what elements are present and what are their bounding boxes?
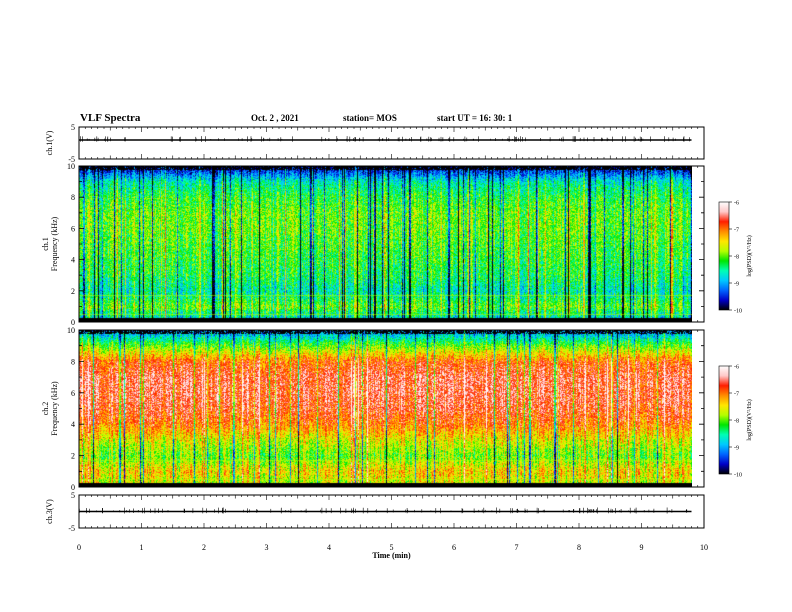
waveform-lines — [78, 136, 692, 514]
ch2-spectrogram-image — [79, 330, 692, 487]
x-tick-label: 4 — [327, 543, 331, 552]
ch1-spectrogram-ytick-label: 0 — [71, 318, 75, 327]
ch1-spectrogram-ytick-label: 10 — [67, 162, 75, 171]
ch1-spectrogram-colorbar-tick: -10 — [734, 309, 742, 315]
ch2-spectrogram-colorbar-tick: -7 — [734, 392, 739, 398]
x-tick-label: 6 — [452, 543, 456, 552]
ch2-spectrogram-ytick-label: 4 — [71, 420, 75, 429]
ch1-spectrogram-image — [79, 166, 692, 322]
ch2-spectrogram-y-ticks — [79, 329, 704, 488]
ch2-spectrogram-ytick-label: 0 — [71, 483, 75, 492]
ch3-waveform-x-ticks — [78, 495, 705, 528]
spectrogram-images — [79, 166, 692, 487]
ch1-waveform-x-ticks — [78, 127, 705, 159]
plot-title: VLF Spectra — [80, 112, 141, 124]
ch2-spectrogram-colorbar-tick: -6 — [734, 365, 739, 371]
ch1-spectrogram-colorbar-tick: -9 — [734, 282, 739, 288]
ch2-spectrogram-ylabel-freq: Frequency (kHz) — [50, 381, 59, 436]
ch1-spectrogram-ylabel-channel: ch.1 — [41, 237, 50, 251]
ch2-spectrogram-ytick-label: 6 — [71, 389, 75, 398]
ch1-spectrogram-ytick-label: 2 — [71, 287, 75, 296]
ch2-spectrogram-ytick-label: 10 — [67, 326, 75, 335]
ch1-waveform-ylabel: ch.1(V) — [45, 130, 54, 155]
ch2-spectrogram-colorbar-label: log(PSD)(V²/Hz) — [746, 399, 753, 440]
x-tick-label: 0 — [77, 543, 81, 552]
x-tick-label: 8 — [577, 543, 581, 552]
ch2-spectrogram-ylabel-channel: ch.2 — [41, 402, 50, 416]
ch1-spectrogram-colorbar-tick: -8 — [734, 255, 739, 261]
x-axis-title: Time (min) — [372, 551, 411, 560]
ch3-waveform-ytick-label: -5 — [68, 524, 75, 533]
ch1-spectrogram-colorbar-tick: -7 — [734, 228, 739, 234]
ch2-spectrogram-ytick-label: 2 — [71, 452, 75, 461]
ch3-waveform-ytick-label: 5 — [71, 491, 75, 500]
ch2-spectrogram-colorbar-tick: -8 — [734, 419, 739, 425]
ch2-spectrogram-colorbar-tick: -10 — [734, 473, 742, 479]
ch3-waveform-ylabel: ch.3(V) — [45, 499, 54, 524]
ch1-spectrogram-colorbar-label: log(PSD)(V²/Hz) — [746, 235, 753, 276]
ch1-spectrogram-x-ticks — [78, 166, 705, 322]
ch2-spectrogram-x-ticks — [78, 330, 705, 487]
x-tick-label: 1 — [140, 543, 144, 552]
x-tick-label: 2 — [202, 543, 206, 552]
ch1-spectrogram-y-ticks — [79, 165, 704, 323]
ch2-spectrogram-ytick-label: 8 — [71, 357, 75, 366]
observation-date: Oct. 2 , 2021 — [251, 113, 299, 123]
ch1-spectrogram-colorbar — [718, 201, 730, 311]
ch1-waveform-spikes — [80, 136, 690, 142]
x-tick-label: 7 — [515, 543, 519, 552]
x-tick-label: 9 — [640, 543, 644, 552]
ch2-spectrogram-colorbar — [718, 365, 730, 475]
ch2-spectrogram-colorbar-tick: -9 — [734, 446, 739, 452]
x-tick-label: 3 — [265, 543, 269, 552]
x-tick-label: 10 — [700, 543, 708, 552]
start-ut-label: start UT = 16: 30: 1 — [437, 113, 513, 123]
ch1-spectrogram-ytick-label: 4 — [71, 256, 75, 265]
ch1-spectrogram-ytick-label: 8 — [71, 193, 75, 202]
ch1-waveform-ytick-label: -5 — [68, 155, 75, 164]
ch1-waveform-ytick-label: 5 — [71, 123, 75, 132]
ch3-waveform-spikes — [78, 507, 688, 514]
x-tick-label: 5 — [390, 543, 394, 552]
ch3-waveform-y-ticks — [79, 494, 704, 529]
ch1-spectrogram-ylabel-freq: Frequency (kHz) — [50, 216, 59, 271]
axes — [78, 126, 732, 529]
ch1-spectrogram-ytick-label: 6 — [71, 224, 75, 233]
station-label: station= MOS — [343, 113, 397, 123]
ch1-spectrogram-colorbar-tick: -6 — [734, 201, 739, 207]
ch1-waveform-y-ticks — [79, 126, 704, 160]
